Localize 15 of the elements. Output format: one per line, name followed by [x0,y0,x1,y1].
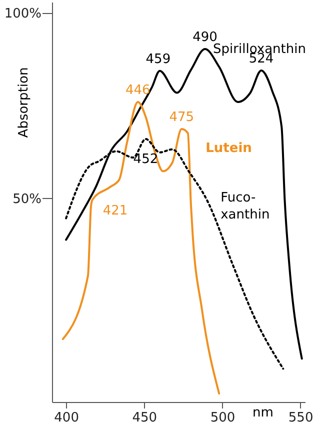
series-label: Fuco-xanthin [220,190,270,222]
y-axis-title: Absorption [16,67,32,138]
x-tick-label: 550 [288,410,314,426]
x-tick-label: 400 [54,410,79,426]
annotation: 459 [146,52,171,67]
annotation: 475 [169,110,194,126]
x-tick-label: 450 [132,410,158,426]
annotation: 421 [102,204,128,219]
series-label: Lutein [206,141,252,156]
x-tick-label: 500 [210,410,236,426]
y-tick-label: 100% [4,6,42,22]
annotation: 452 [133,152,158,168]
x-axis-title: nm [252,406,274,420]
annotation: 446 [125,83,150,98]
y-tick-label: 50% [12,192,42,207]
